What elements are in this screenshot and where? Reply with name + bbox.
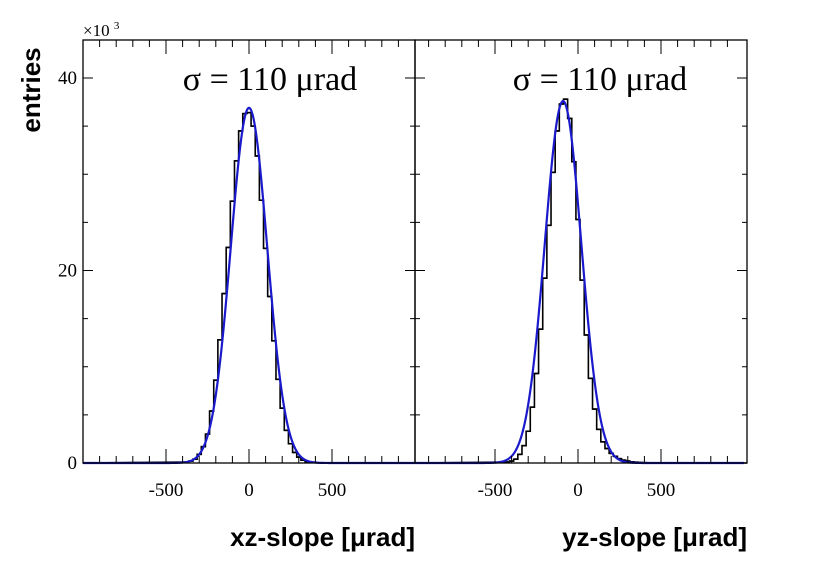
y-multiplier-base: ×10 xyxy=(83,21,110,40)
panel-title-yz: σ = 110 μrad xyxy=(513,61,687,98)
y-axis-title: entries xyxy=(16,47,46,132)
histogram-outline xyxy=(414,98,747,464)
gaussian-fit-line xyxy=(415,100,744,465)
fit-curve-xz xyxy=(83,106,415,465)
histogram-outline xyxy=(82,111,415,464)
fit-curve-yz xyxy=(415,100,744,465)
x-tick-label: 500 xyxy=(318,480,347,501)
x-tick-label: 500 xyxy=(647,480,676,501)
ticks-yz: -500 0 500 xyxy=(415,40,747,501)
x-tick-label: 0 xyxy=(573,480,583,501)
y-tick-label: 20 xyxy=(58,261,77,282)
plot-frame-yz xyxy=(414,39,748,464)
histogram-xz xyxy=(82,111,415,464)
x-tick-label: 0 xyxy=(244,480,254,501)
y-multiplier: ×10 3 xyxy=(83,20,120,40)
histogram-yz xyxy=(414,98,747,464)
x-tick-label: -500 xyxy=(478,480,513,501)
gaussian-fit-line xyxy=(83,106,415,465)
x-tick-label: -500 xyxy=(149,480,184,501)
y-tick-label: 40 xyxy=(58,68,77,89)
ticks-xz: -500 0 500 0 20 40 xyxy=(58,40,415,501)
x-axis-title-yz: yz-slope [μrad] xyxy=(562,522,747,552)
x-axis-title-xz: xz-slope [μrad] xyxy=(230,522,415,552)
panel-title-xz: σ = 110 μrad xyxy=(183,61,357,98)
panel-xz: -500 0 500 0 20 40 σ = 110 μrad xz-slope [μra… xyxy=(58,39,416,552)
plot-frame-xz xyxy=(82,39,416,464)
y-multiplier-exp: 3 xyxy=(114,20,120,32)
y-tick-label: 0 xyxy=(68,453,78,474)
panel-yz: -500 0 500 σ = 110 μrad yz-slope [μrad] xyxy=(414,39,748,552)
